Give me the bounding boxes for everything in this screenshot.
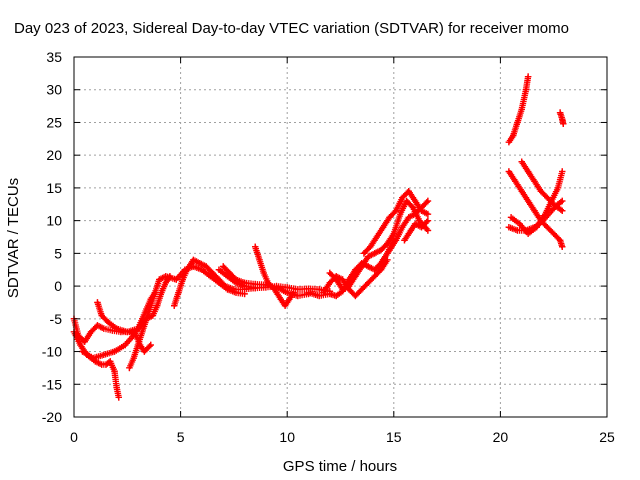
data-markers: [70, 73, 567, 401]
series-marker-trail: [505, 168, 566, 250]
series-marker-trail: [171, 256, 259, 309]
y-tick-label: -20: [42, 409, 62, 425]
data-series: [507, 168, 566, 237]
y-tick-label: 10: [46, 213, 62, 229]
series-marker-trail: [401, 217, 432, 244]
y-tick-label: -10: [42, 344, 62, 360]
series-marker-trail: [379, 197, 432, 264]
y-tick-label: 30: [46, 82, 62, 98]
data-series: [505, 168, 566, 251]
series-marker-trail: [252, 243, 297, 309]
series-marker-trail: [79, 273, 174, 362]
data-series: [70, 328, 122, 401]
y-tick-label: 5: [54, 245, 62, 261]
x-tick-label: 20: [493, 429, 509, 445]
y-tick-label: 20: [46, 147, 62, 163]
x-axis-ticks: 0 5 10 15 20 25: [70, 57, 615, 445]
data-series: [79, 273, 174, 362]
x-tick-label: 15: [386, 429, 402, 445]
y-tick-label: -5: [50, 311, 63, 327]
series-marker-trail: [507, 168, 566, 237]
series-marker-trail: [556, 109, 567, 127]
y-tick-label: 0: [54, 278, 62, 294]
plot-frame: [73, 56, 608, 418]
x-tick-label: 10: [279, 429, 295, 445]
y-tick-label: 35: [46, 49, 62, 65]
data-series: [556, 109, 567, 127]
x-tick-label: 5: [177, 429, 185, 445]
data-series: [252, 243, 297, 309]
x-tick-label: 25: [599, 429, 615, 445]
y-axis-ticks: -20 -15 -10 -5 0 5 10 15 20 25 30 35: [42, 49, 607, 425]
data-series: [379, 197, 432, 264]
data-series: [505, 73, 532, 146]
chart-title: Day 023 of 2023, Sidereal Day-to-day VTE…: [14, 20, 569, 37]
series-marker-trail: [70, 328, 122, 401]
data-series: [326, 197, 432, 293]
y-axis-label: SDTVAR / TECUs: [5, 178, 22, 298]
x-axis-label: GPS time / hours: [283, 458, 397, 475]
series-marker-trail: [505, 73, 532, 146]
y-tick-label: -15: [42, 376, 62, 392]
y-tick-label: 25: [46, 114, 62, 130]
grid-lines: [74, 57, 607, 417]
x-tick-label: 0: [70, 429, 78, 445]
y-tick-label: 15: [46, 180, 62, 196]
data-series: [401, 217, 432, 244]
